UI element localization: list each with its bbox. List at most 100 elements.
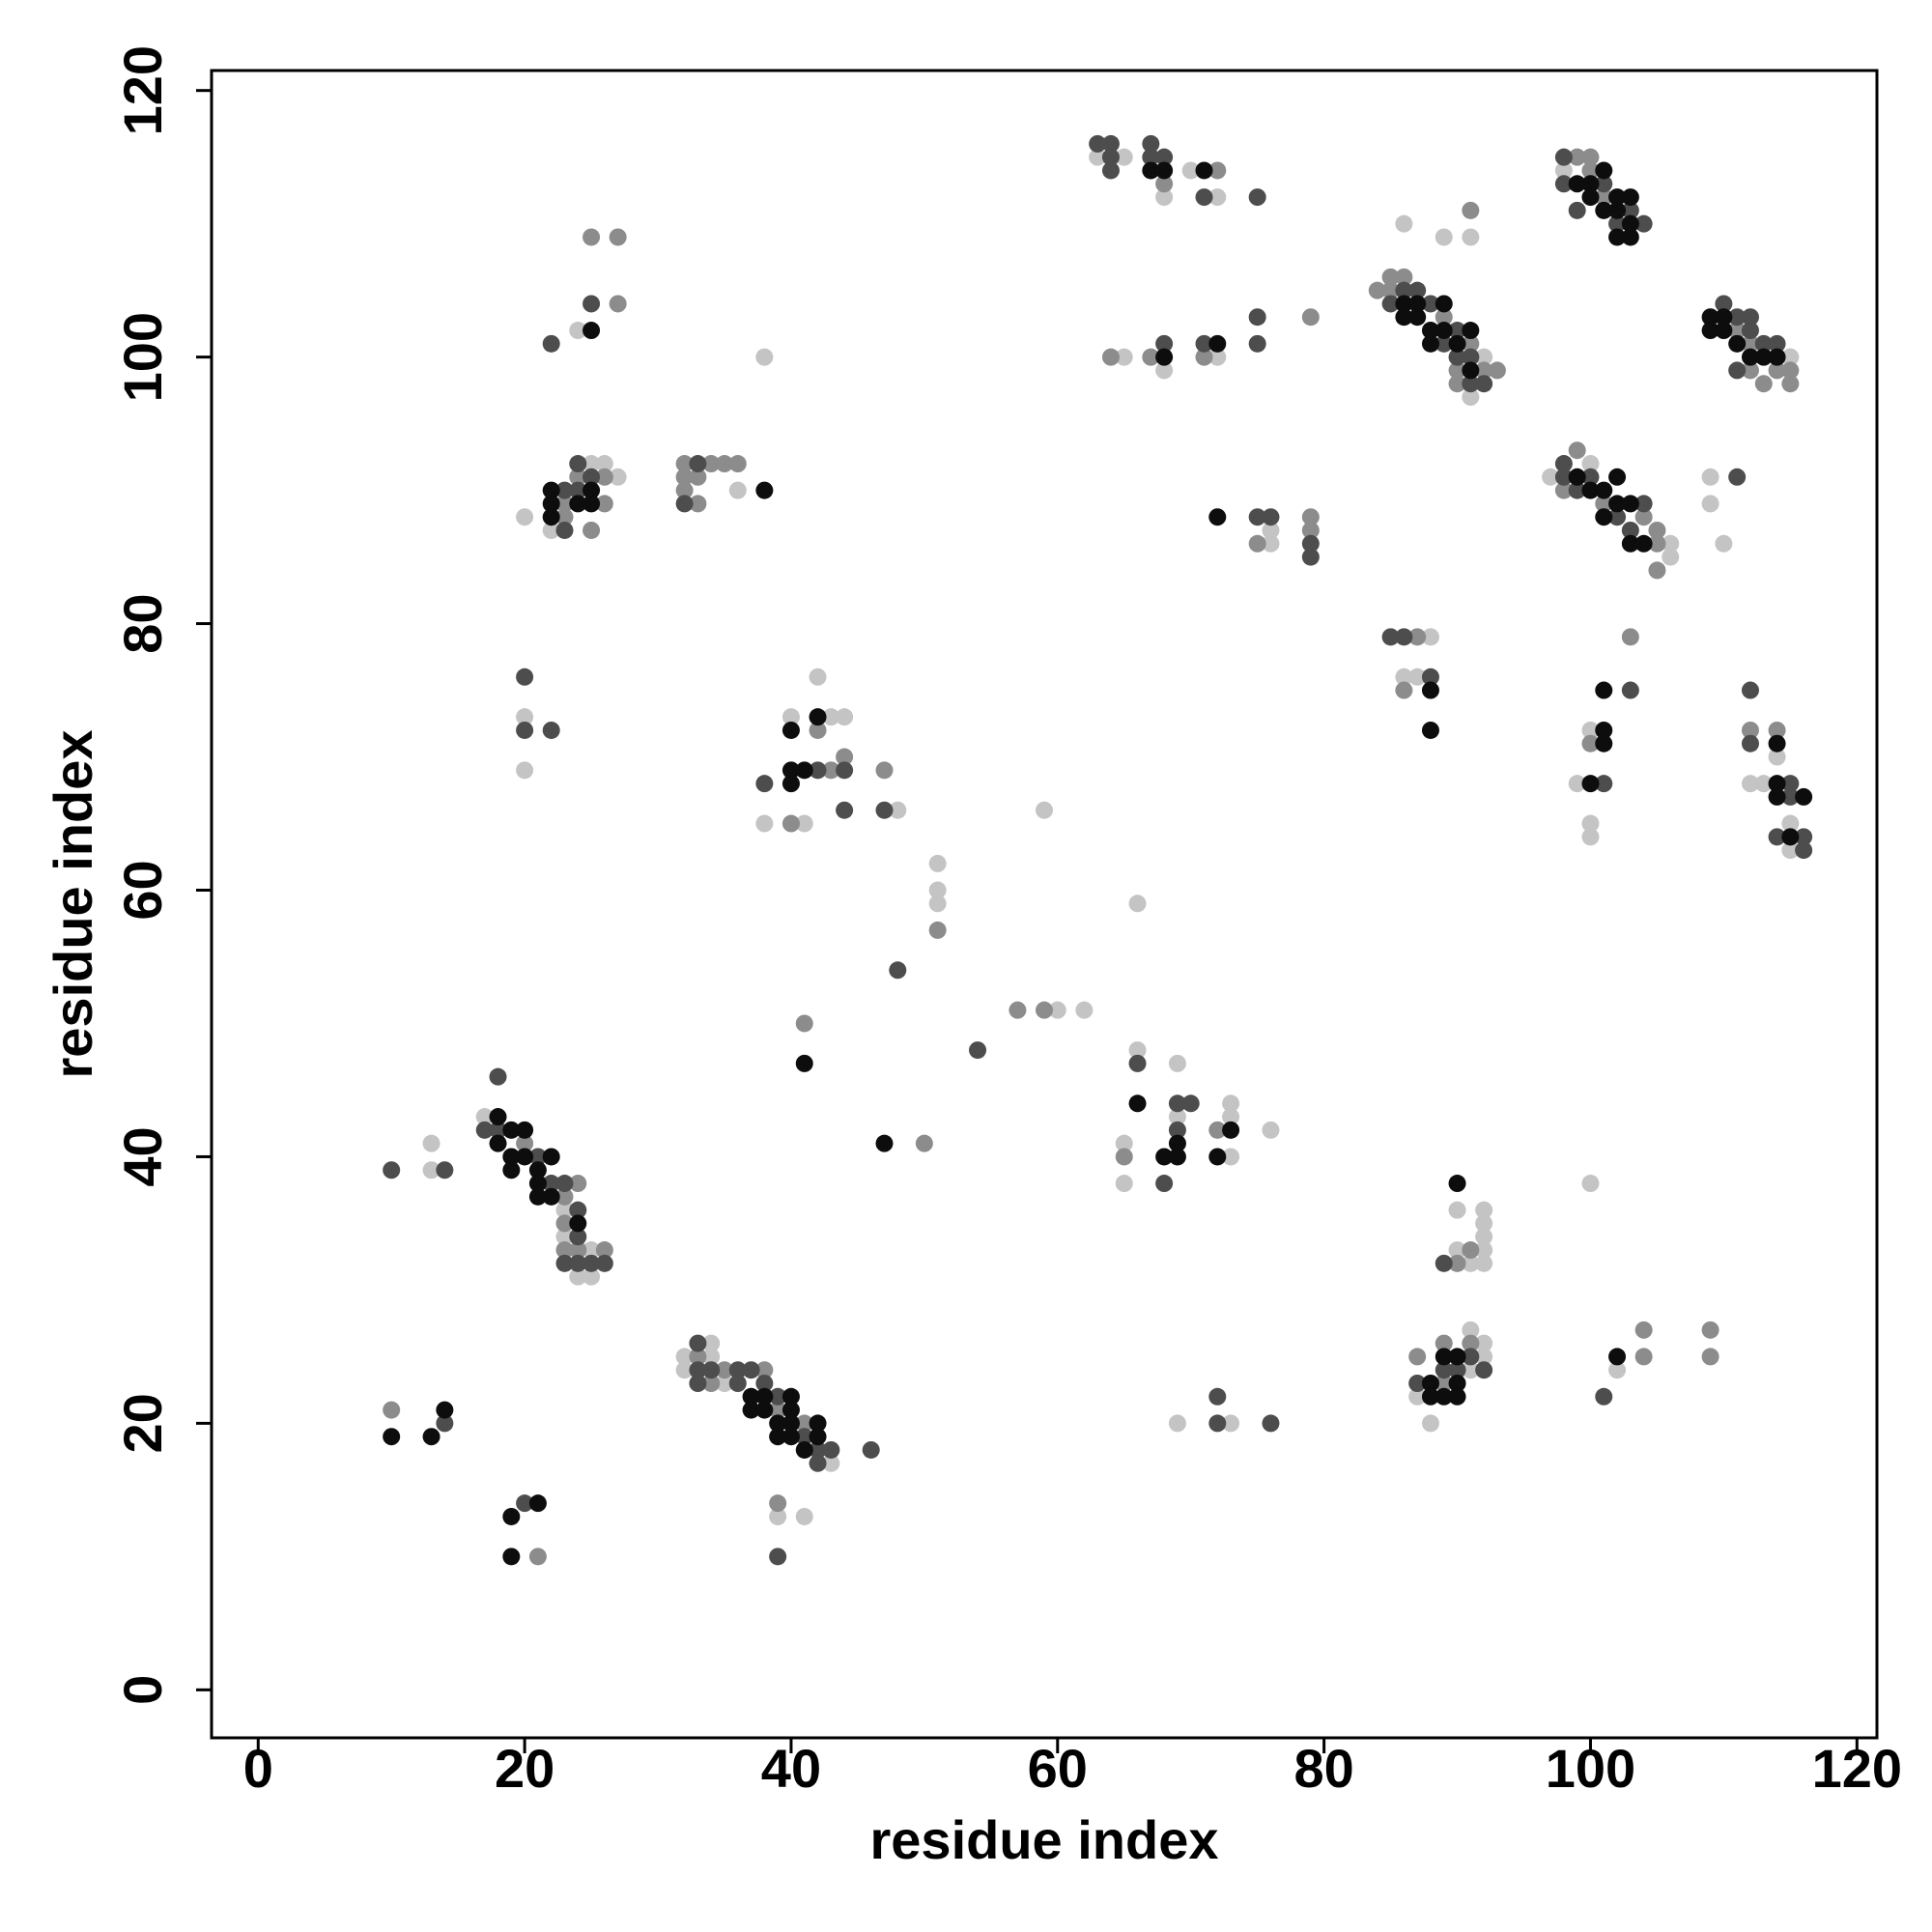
contact-point bbox=[1421, 668, 1439, 686]
contact-point bbox=[1381, 295, 1400, 313]
contact-point bbox=[569, 322, 587, 340]
contact-point bbox=[1741, 361, 1759, 380]
contact-point bbox=[1115, 148, 1133, 166]
contact-point bbox=[528, 1494, 547, 1513]
contact-point bbox=[489, 1134, 507, 1152]
contact-point bbox=[1608, 214, 1627, 233]
contact-point bbox=[1488, 361, 1506, 380]
contact-point bbox=[1155, 361, 1174, 380]
contact-point bbox=[769, 1414, 787, 1433]
contact-point bbox=[569, 1254, 587, 1272]
contact-point bbox=[1421, 1375, 1439, 1393]
contact-point bbox=[809, 721, 827, 739]
contact-point bbox=[569, 1267, 587, 1286]
contact-point bbox=[1301, 308, 1320, 327]
contact-point bbox=[1381, 628, 1400, 646]
contact-point bbox=[436, 1401, 454, 1419]
contact-point bbox=[582, 481, 601, 499]
contact-point bbox=[582, 468, 601, 486]
contact-point bbox=[1155, 161, 1174, 180]
y-tick-label: 60 bbox=[112, 860, 173, 920]
contact-point bbox=[1595, 775, 1613, 793]
contact-point bbox=[1128, 1054, 1147, 1072]
contact-point bbox=[1475, 1348, 1493, 1366]
contact-point bbox=[1155, 334, 1174, 353]
contact-point bbox=[1595, 188, 1613, 207]
contact-point bbox=[1448, 348, 1466, 366]
contact-point bbox=[1595, 1387, 1613, 1406]
contact-point bbox=[595, 495, 613, 513]
contact-point bbox=[1768, 361, 1786, 380]
contact-point bbox=[1421, 295, 1439, 313]
contact-point bbox=[542, 521, 560, 539]
contact-point bbox=[1208, 1121, 1227, 1139]
contact-point bbox=[1435, 1375, 1453, 1393]
contact-point bbox=[516, 1148, 534, 1166]
contact-point bbox=[1728, 468, 1747, 486]
contact-point bbox=[781, 775, 800, 793]
contact-point bbox=[1462, 1348, 1480, 1366]
contact-point bbox=[809, 761, 827, 780]
contact-point bbox=[1568, 441, 1586, 460]
contact-point bbox=[1395, 268, 1413, 286]
contact-point bbox=[1168, 1414, 1186, 1433]
contact-point bbox=[1448, 361, 1466, 380]
contact-point bbox=[1155, 175, 1174, 193]
contact-point bbox=[1208, 161, 1227, 180]
contact-point bbox=[555, 1228, 574, 1246]
y-tick-label: 20 bbox=[112, 1393, 173, 1453]
contact-point bbox=[1581, 188, 1600, 207]
contact-point bbox=[1448, 334, 1466, 353]
contact-point bbox=[582, 1241, 601, 1260]
contact-point bbox=[755, 814, 774, 833]
contact-point bbox=[555, 508, 574, 526]
contact-point bbox=[781, 814, 800, 833]
contact-point bbox=[1621, 628, 1639, 646]
contact-point bbox=[1195, 334, 1213, 353]
contact-point bbox=[1741, 681, 1759, 699]
contact-point bbox=[1222, 1094, 1240, 1113]
contact-point bbox=[1554, 455, 1573, 473]
contact-point bbox=[569, 495, 587, 513]
contact-point bbox=[1208, 188, 1227, 207]
contact-point bbox=[1581, 161, 1600, 180]
contact-point bbox=[689, 455, 707, 473]
contact-point bbox=[1568, 775, 1586, 793]
contact-point bbox=[1435, 1361, 1453, 1379]
contact-point bbox=[715, 455, 733, 473]
contact-point bbox=[1768, 348, 1786, 366]
contact-point bbox=[502, 1121, 521, 1139]
contact-point bbox=[582, 1267, 601, 1286]
contact-point bbox=[928, 895, 947, 913]
contact-point bbox=[809, 1428, 827, 1446]
contact-point bbox=[422, 1161, 440, 1179]
contact-point bbox=[569, 1228, 587, 1246]
contact-point bbox=[1728, 361, 1747, 380]
contact-point bbox=[1142, 134, 1160, 153]
contact-point bbox=[1101, 348, 1120, 366]
contact-point bbox=[1395, 681, 1413, 699]
contact-point bbox=[1768, 734, 1786, 753]
contact-point bbox=[1208, 508, 1227, 526]
contact-point bbox=[1634, 214, 1653, 233]
contact-point bbox=[1741, 775, 1759, 793]
contact-point bbox=[1222, 1121, 1240, 1139]
contact-point bbox=[422, 1134, 440, 1152]
x-tick-label: 60 bbox=[1028, 1738, 1088, 1799]
contact-point bbox=[1448, 375, 1466, 393]
contact-point bbox=[1781, 814, 1800, 833]
contact-point bbox=[1421, 721, 1439, 739]
contact-point bbox=[489, 1108, 507, 1126]
contact-point bbox=[1208, 1387, 1227, 1406]
contact-point bbox=[755, 1361, 774, 1379]
contact-point bbox=[528, 1187, 547, 1206]
contact-point bbox=[822, 1454, 840, 1472]
contact-point bbox=[516, 668, 534, 686]
contact-point bbox=[702, 1361, 721, 1379]
contact-point bbox=[836, 708, 854, 726]
contact-point bbox=[383, 1401, 401, 1419]
contact-point bbox=[1462, 1241, 1480, 1260]
contact-point bbox=[1168, 1054, 1186, 1072]
contact-point bbox=[1595, 161, 1613, 180]
contact-point bbox=[1595, 734, 1613, 753]
